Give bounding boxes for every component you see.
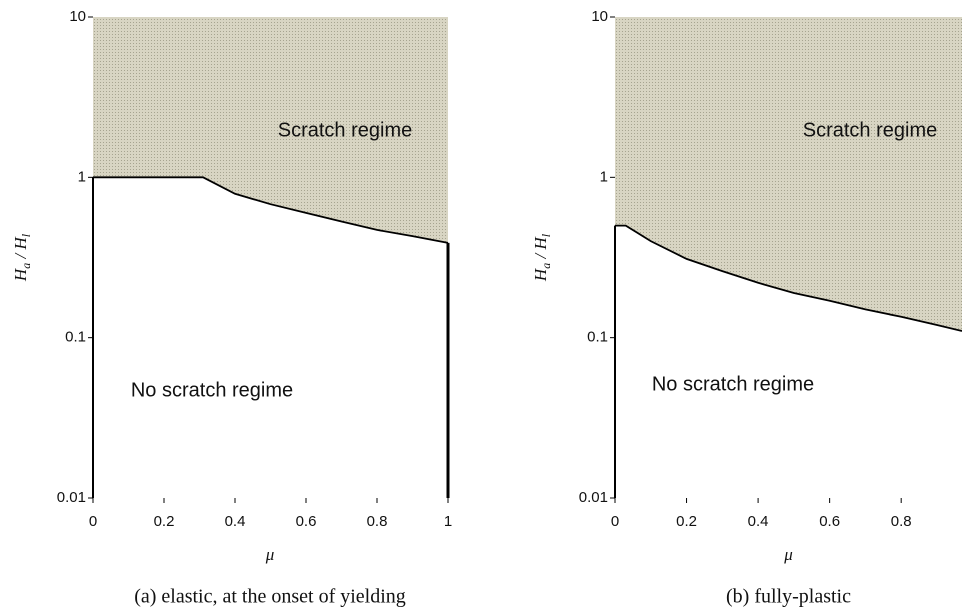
scratch-region-texture [93, 17, 448, 243]
x-tick-label: 0.8 [891, 513, 912, 530]
y-label-subscript: a [19, 263, 33, 269]
y-tick-label: 1 [600, 168, 608, 185]
x-tick-label: 0.4 [225, 513, 246, 530]
y-tick-label: 10 [591, 8, 608, 25]
x-tick-label: 0 [611, 513, 619, 530]
y-label-part: H [531, 267, 550, 282]
y-tick-label: 0.01 [57, 489, 86, 506]
y-tick-label: 1 [78, 168, 86, 185]
boundary-curve [615, 224, 962, 332]
boundary-curve [93, 176, 449, 244]
y-label-subscript: a [539, 263, 553, 269]
y-tick-label: 0.1 [65, 329, 86, 346]
x-tick-label: 0.2 [154, 513, 175, 530]
x-tick-label: 0.4 [748, 513, 769, 530]
caption: (a) elastic, at the onset of yielding [134, 586, 406, 608]
y-label-part: H [11, 267, 30, 282]
x-tick-label: 0.2 [676, 513, 697, 530]
x-axis-label: μ [783, 545, 793, 564]
x-tick-label: 0.6 [819, 513, 840, 530]
x-axis-label: μ [265, 545, 275, 564]
y-label-part: / H [11, 236, 30, 263]
caption: (b) fully-plastic [726, 586, 851, 608]
y-tick-label: 0.01 [579, 489, 608, 506]
annotation: Scratch regime [278, 119, 413, 141]
y-tick-label: 10 [69, 8, 86, 25]
annotation: No scratch regime [652, 373, 814, 395]
y-label-subscript: l [19, 233, 33, 237]
scratch-region-texture [615, 17, 962, 332]
y-label-part: / H [531, 236, 550, 263]
annotation: No scratch regime [131, 379, 293, 401]
x-tick-label: 0.6 [296, 513, 317, 530]
y-axis-label: Ha / Hl [11, 233, 33, 282]
x-tick-label: 1 [444, 513, 452, 530]
x-tick-label: 0 [89, 513, 97, 530]
x-tick-label: 0.8 [367, 513, 388, 530]
y-tick-label: 0.1 [587, 329, 608, 346]
y-label-subscript: l [539, 233, 553, 237]
y-axis-label: Ha / Hl [531, 233, 553, 282]
annotation: Scratch regime [803, 119, 938, 141]
